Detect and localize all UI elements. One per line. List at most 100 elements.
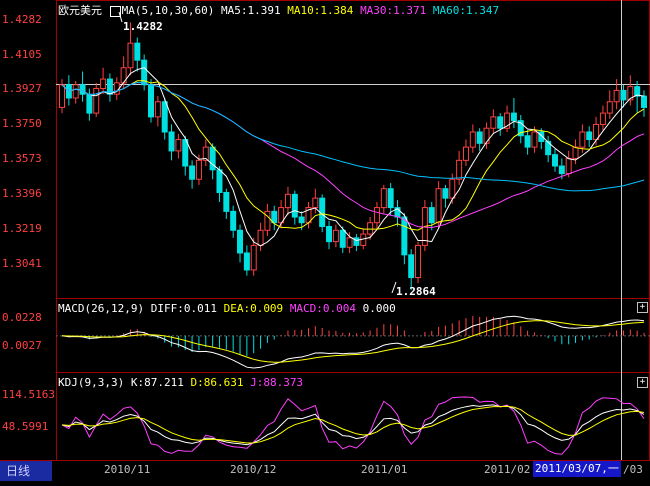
candle-body (627, 86, 634, 101)
ma60-value: MA60:1.347 (432, 4, 500, 17)
price-tick: 1.3219 (2, 222, 42, 235)
candle-body (237, 229, 244, 254)
candle-body (490, 116, 497, 129)
d-line (61, 405, 645, 444)
cursor-date: 2011/03/07,一 (533, 461, 621, 477)
candle-body (264, 210, 271, 231)
candle-body (100, 78, 107, 90)
ma60-line (61, 81, 645, 192)
candle-body (161, 101, 168, 133)
candle-body (449, 178, 456, 199)
candle-body (538, 131, 545, 142)
price-tick: 1.4105 (2, 48, 42, 61)
kdj-tick: 48.5991 (2, 420, 49, 433)
ma-line-layer (61, 67, 645, 247)
price-tick: 1.3573 (2, 152, 42, 165)
indicator-switch-icon[interactable] (109, 5, 121, 17)
k-line (61, 404, 645, 446)
candle-body (373, 207, 380, 224)
candle-body (93, 88, 100, 114)
diff-line (61, 315, 645, 369)
candle-body (415, 244, 422, 279)
x-tick: 2011/02 (484, 463, 531, 476)
candle-body (257, 229, 264, 246)
j-value: J:88.373 (250, 376, 304, 389)
candle-body (86, 93, 93, 114)
candle-body (353, 237, 360, 246)
candle-body (284, 193, 291, 209)
candle-body (230, 210, 237, 231)
candle-body (72, 84, 79, 99)
price-tick: 1.4282 (2, 13, 42, 26)
macd-layer (56, 315, 650, 369)
candle-body (312, 197, 319, 209)
candle-body (332, 229, 339, 243)
candle-body (141, 59, 148, 86)
diff-value: DIFF:0.011 (150, 302, 217, 315)
candle-body (59, 84, 65, 108)
candle-body (599, 112, 606, 125)
candle-body (175, 139, 182, 152)
candle-body (271, 210, 278, 224)
candle-body (326, 225, 333, 243)
candle-body (606, 101, 613, 114)
candle-body (223, 191, 230, 212)
expand-kdj-icon[interactable]: + (637, 377, 648, 388)
candle-body (462, 146, 469, 161)
high-label: 1.4282 (123, 20, 163, 33)
candle-body (565, 157, 572, 175)
candle-body (346, 237, 353, 248)
candle-body (504, 112, 511, 129)
ma5-value: MA5:1.391 (220, 4, 281, 17)
candle-body (613, 89, 620, 103)
candle-body (545, 140, 552, 156)
candle-body (182, 139, 189, 167)
d-value: D:86.631 (190, 376, 244, 389)
j-line (61, 396, 645, 455)
candle-body (524, 135, 531, 148)
candle-body (442, 188, 449, 199)
symbol-name: 欧元美元 (58, 4, 102, 17)
candle-body (134, 42, 141, 61)
ma10-value: MA10:1.384 (287, 4, 354, 17)
candle-body (168, 131, 175, 152)
ma5-line (61, 67, 645, 247)
candle-body (558, 165, 565, 175)
macd-extra: 0.000 (362, 302, 396, 315)
macd-param: MACD(26,12,9) (58, 302, 145, 315)
kdj-param: KDJ(9,3,3) (58, 376, 125, 389)
candle-body (148, 84, 155, 118)
candle-body (551, 154, 558, 167)
ma10-line (61, 80, 645, 231)
price-tick: 1.3927 (2, 82, 42, 95)
candle-body (202, 146, 209, 161)
candle-body (428, 207, 435, 224)
candle-body (531, 131, 538, 148)
candle-body (483, 127, 490, 144)
candle-body (298, 216, 305, 224)
x-tick: 2010/11 (104, 463, 151, 476)
candle-body (435, 188, 442, 224)
period-tab[interactable]: 日线 (0, 461, 52, 481)
candle-body (497, 116, 504, 129)
candle-body (79, 84, 86, 95)
k-value: K:87.211 (130, 376, 184, 389)
main-header: 欧元美元 MA(5,10,30,60) MA5:1.391 MA10:1.384… (58, 2, 499, 18)
candle-body (339, 229, 346, 248)
kdj-tick: 114.5163 (2, 388, 55, 401)
macd-header: MACD(26,12,9) DIFF:0.011 DEA:0.009 MACD:… (58, 302, 396, 315)
expand-macd-icon[interactable]: + (637, 302, 648, 313)
candle-body (572, 146, 579, 159)
candle-body (456, 159, 463, 180)
candle-body (216, 169, 223, 193)
price-tick: 1.3750 (2, 117, 42, 130)
price-tick: 1.3041 (2, 257, 42, 270)
candle-body (634, 86, 641, 97)
candle-body (367, 222, 374, 235)
candle-layer (59, 22, 647, 290)
candle-body (243, 252, 250, 271)
low-annotation: 1.2864 (391, 281, 436, 298)
x-tick: 2011/01 (361, 463, 408, 476)
